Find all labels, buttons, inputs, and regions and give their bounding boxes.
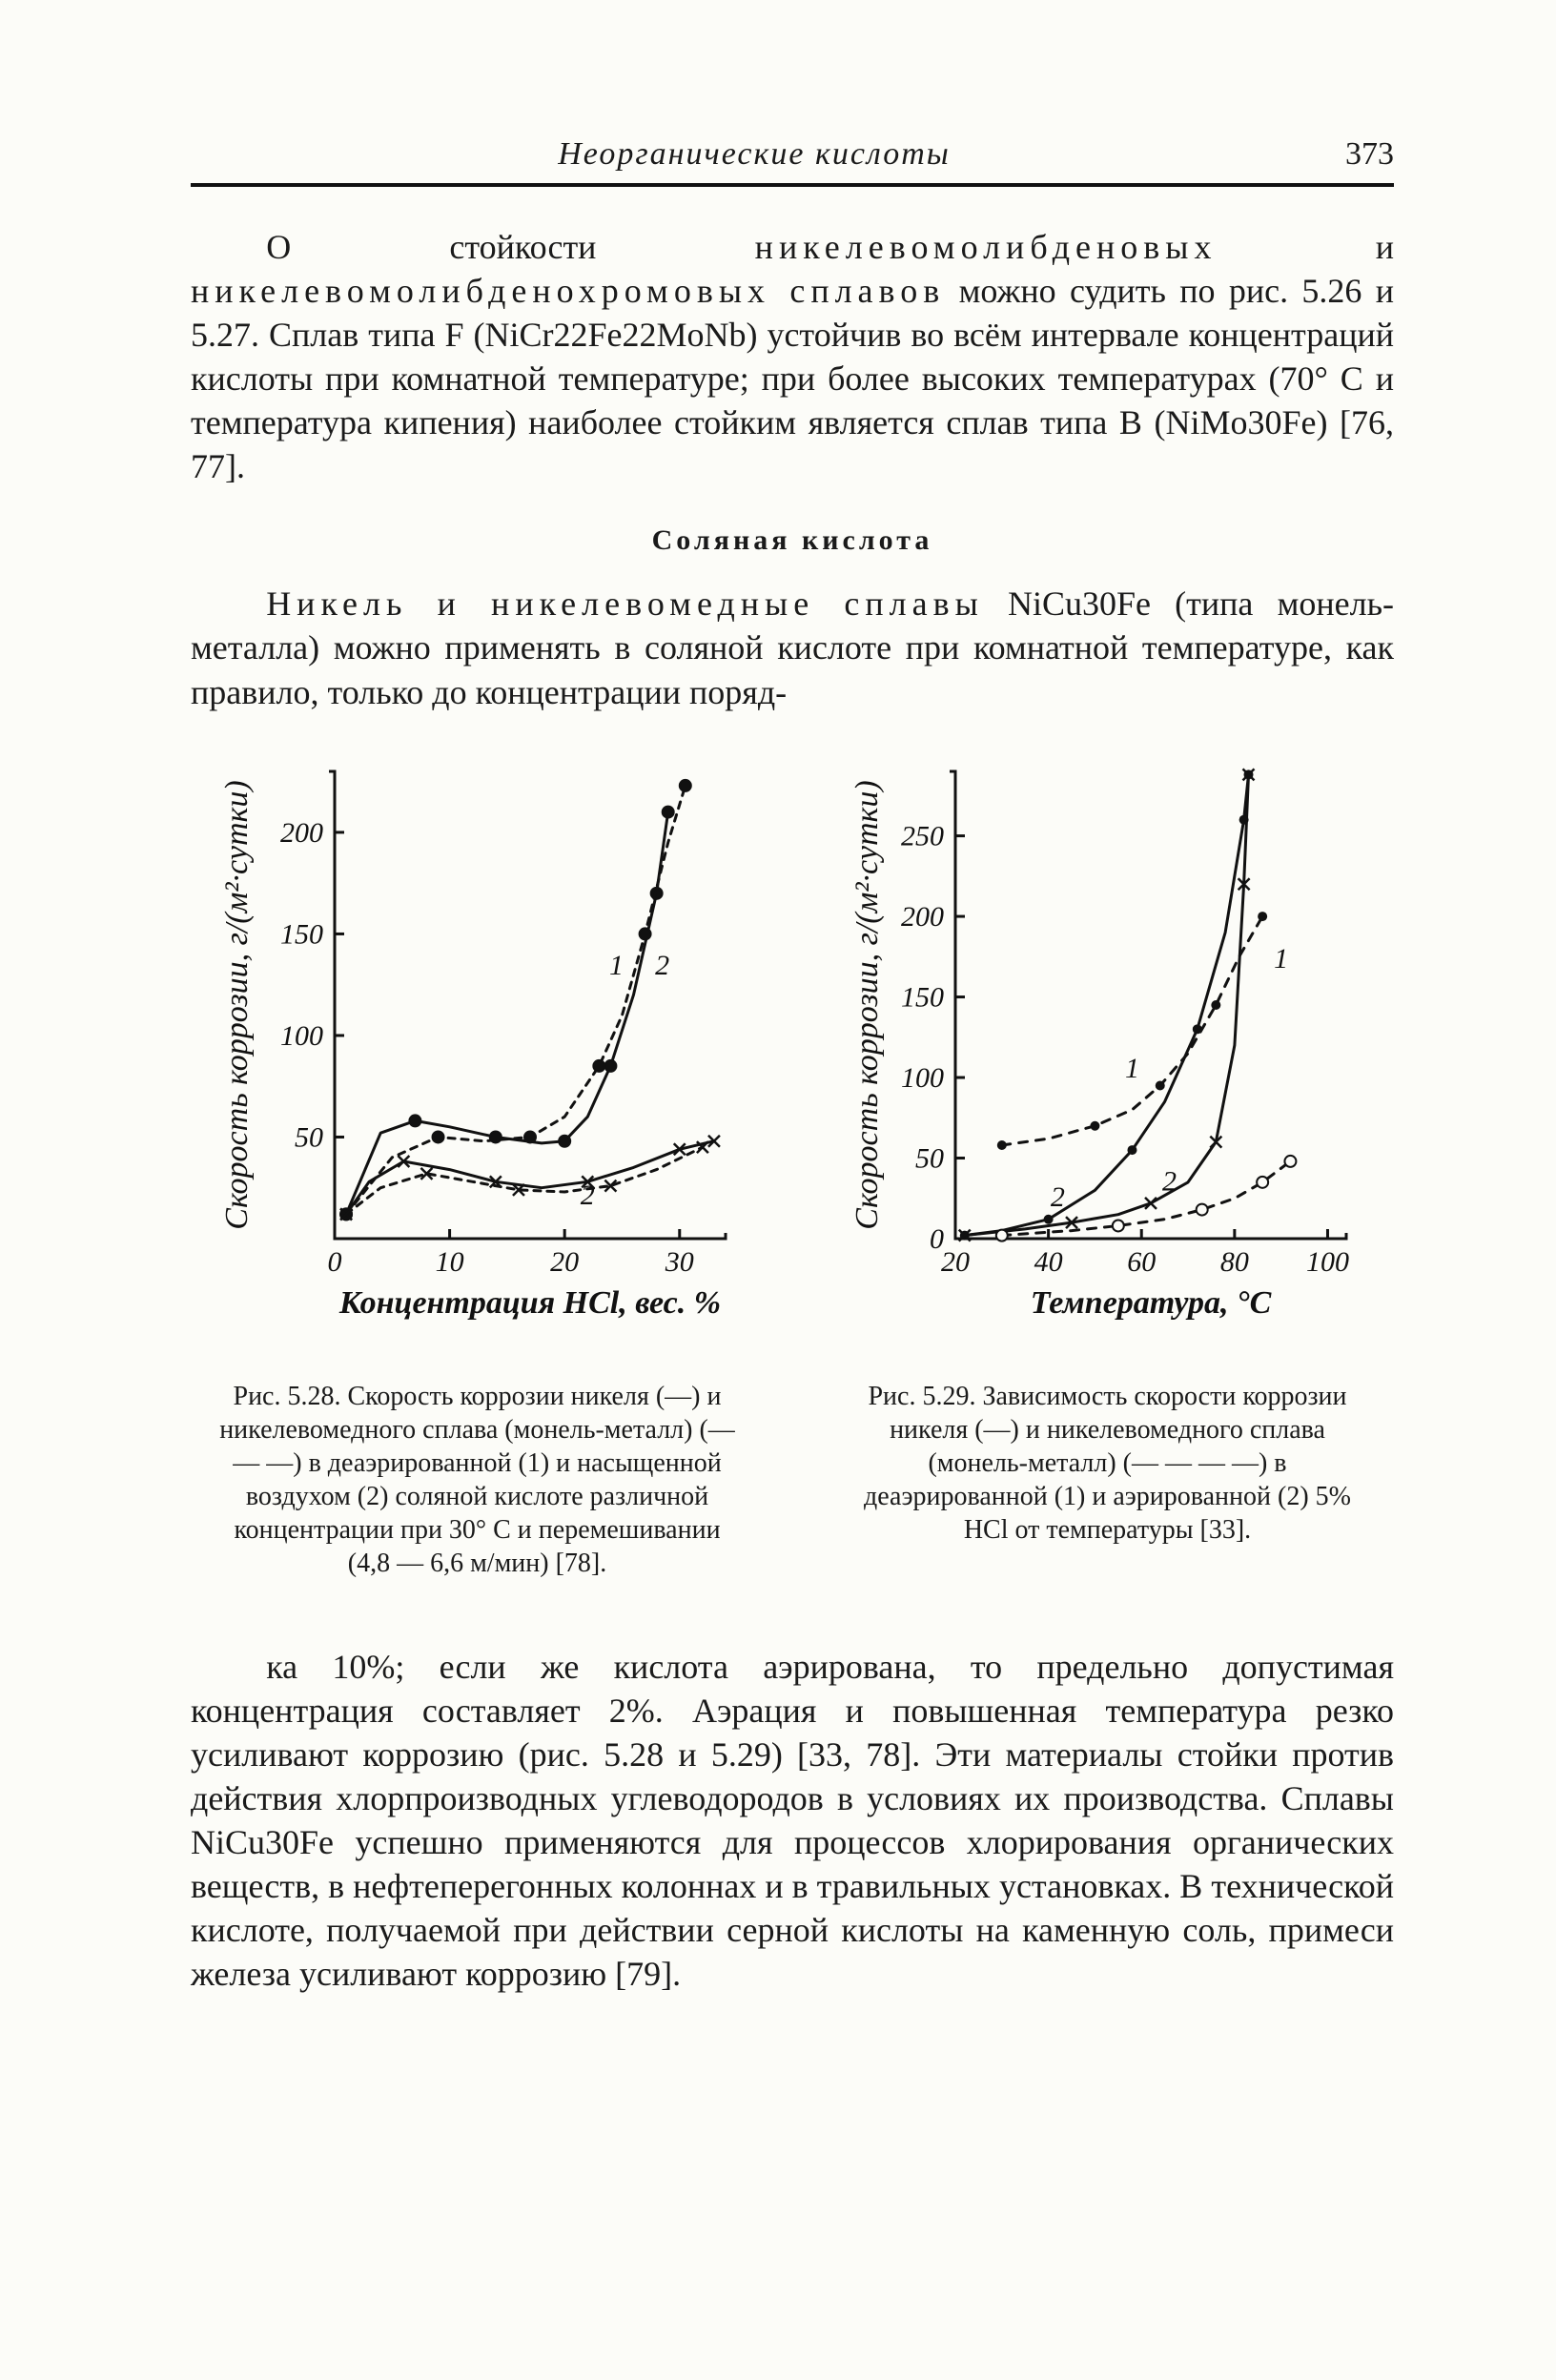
- svg-text:200: 200: [280, 817, 323, 849]
- svg-text:100: 100: [901, 1062, 944, 1094]
- svg-text:2: 2: [1162, 1165, 1177, 1197]
- svg-text:1: 1: [608, 950, 623, 981]
- svg-text:20: 20: [550, 1246, 579, 1278]
- figure-row: 501001502000102030Скорость коррозии, г/(…: [191, 743, 1394, 1607]
- figure-529-col: 05010015020025020406080100Скорость корро…: [821, 743, 1394, 1573]
- svg-text:Концентрация HCl, вес. %: Концентрация HCl, вес. %: [338, 1285, 720, 1321]
- svg-text:150: 150: [280, 918, 323, 950]
- figure-528-col: 50 100 150 200 0 10 20 30 Скорость коррозии, г/(…: [191, 743, 764, 1607]
- book-page: Неорганические кислоты 373 О стойкости н…: [0, 0, 1556, 2380]
- paragraph-2: Никель и никелевомедные сплавы NiCu30Fe …: [191, 582, 1394, 713]
- svg-text:1: 1: [1274, 943, 1288, 975]
- svg-text:2: 2: [1050, 1181, 1064, 1213]
- svg-text:50: 50: [295, 1121, 323, 1153]
- running-head: Неорганические кислоты 373: [191, 133, 1394, 187]
- svg-text:40: 40: [1034, 1246, 1062, 1278]
- svg-text:60: 60: [1127, 1246, 1156, 1278]
- figure-529-chart: 05010015020025020406080100Скорость корро…: [841, 743, 1375, 1353]
- figure-528-chart: 50 100 150 200 0 10 20 30 Скорость коррозии, г/(…: [211, 743, 745, 1353]
- header-title: Неорганические кислоты: [191, 133, 1318, 175]
- page-number: 373: [1318, 133, 1394, 175]
- svg-text:80: 80: [1219, 1246, 1248, 1278]
- svg-text:Скорость коррозии, г/(м²·сутки: Скорость коррозии, г/(м²·сутки): [219, 780, 255, 1229]
- svg-text:250: 250: [901, 820, 944, 851]
- paragraph-1: О стойкости никелевомолибденовых и никел…: [191, 225, 1394, 488]
- svg-text:1: 1: [1124, 1053, 1138, 1084]
- svg-text:200: 200: [901, 901, 944, 933]
- paragraph-3: ка 10%; если же кислота аэрирована, то п…: [191, 1645, 1394, 1997]
- svg-text:100: 100: [280, 1020, 323, 1052]
- svg-text:30: 30: [664, 1246, 693, 1278]
- subheading: Соляная кислота: [191, 523, 1394, 559]
- figure-529-caption: Рис. 5.29. Зависимость скорости коррозии…: [841, 1380, 1375, 1547]
- svg-text:150: 150: [901, 981, 944, 1013]
- svg-text:50: 50: [915, 1142, 944, 1174]
- svg-text:20: 20: [941, 1246, 970, 1278]
- svg-text:2: 2: [580, 1179, 594, 1210]
- svg-text:0: 0: [327, 1246, 341, 1278]
- figure-528-caption: Рис. 5.28. Скорость коррозии никеля (—) …: [211, 1380, 745, 1580]
- svg-text:2: 2: [655, 950, 669, 981]
- svg-text:Температура, °C: Температура, °C: [1030, 1285, 1271, 1321]
- svg-text:100: 100: [1305, 1246, 1348, 1278]
- svg-text:10: 10: [435, 1246, 463, 1278]
- svg-text:Скорость коррозии, г/(м²·сутки: Скорость коррозии, г/(м²·сутки): [850, 780, 885, 1229]
